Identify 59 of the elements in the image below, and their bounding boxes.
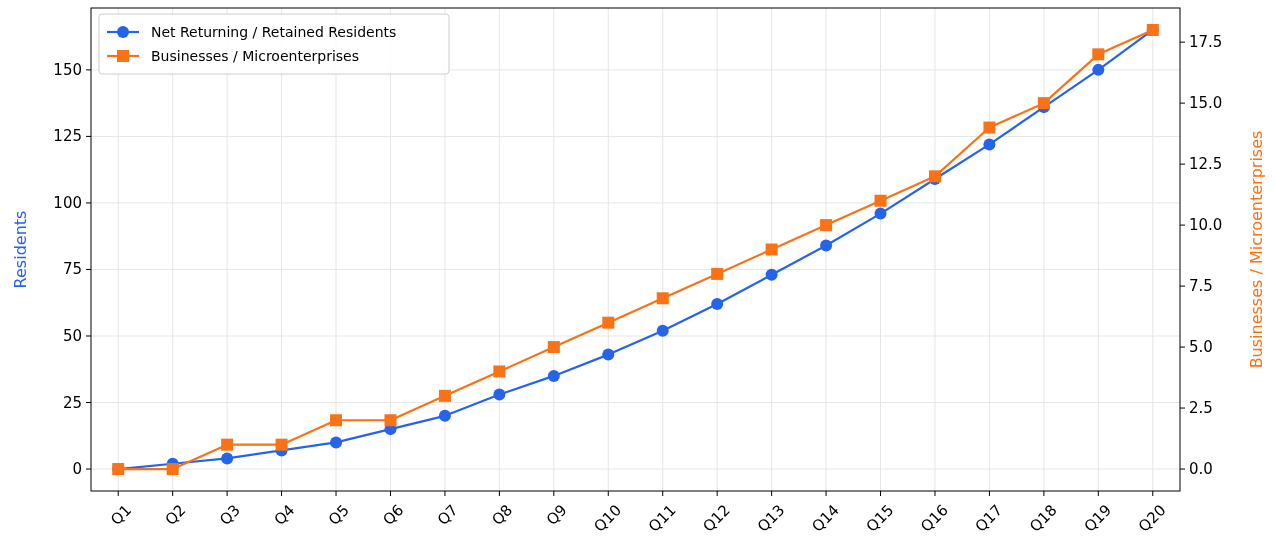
point xyxy=(330,436,343,449)
point xyxy=(711,298,724,311)
point xyxy=(765,268,778,281)
point xyxy=(602,316,615,329)
y-tick-label: 150 xyxy=(53,60,82,79)
point xyxy=(221,438,234,451)
point xyxy=(711,267,724,280)
point xyxy=(765,243,778,256)
y2-tick-label: 12.5 xyxy=(1189,155,1223,174)
point xyxy=(1092,63,1105,76)
x-tick-label: Q2 xyxy=(161,501,190,529)
y-axis-title: Residents xyxy=(11,210,30,289)
point xyxy=(820,239,833,252)
point xyxy=(1037,97,1050,110)
point xyxy=(602,348,615,361)
point xyxy=(384,414,397,427)
x-tick-label: Q7 xyxy=(433,501,462,529)
point xyxy=(438,409,451,422)
y2-axis-title: Businesses / Microenterprises xyxy=(1246,130,1266,369)
point xyxy=(438,389,451,402)
y2-tick-label: 17.5 xyxy=(1189,33,1223,52)
point xyxy=(547,341,560,354)
point xyxy=(820,219,833,232)
point xyxy=(493,388,506,401)
x-tick-label: Q4 xyxy=(270,501,299,529)
x-tick-label: Q5 xyxy=(324,501,353,529)
x-tick-label: Q8 xyxy=(488,501,517,529)
point xyxy=(983,121,996,134)
point xyxy=(983,138,996,151)
point xyxy=(547,369,560,382)
y2-tick-label: 15.0 xyxy=(1189,94,1223,113)
point xyxy=(874,194,887,207)
y-tick-label: 50 xyxy=(62,326,82,345)
y2-tick-label: 5.0 xyxy=(1189,338,1213,357)
y-tick-label: 75 xyxy=(62,260,82,279)
y-tick-label: 25 xyxy=(62,393,82,412)
legend-label: Net Returning / Retained Residents xyxy=(151,24,397,40)
x-tick-label: Q6 xyxy=(379,501,408,529)
x-tick-label: Q9 xyxy=(542,501,571,529)
x-tick-label: Q11 xyxy=(644,501,680,536)
point xyxy=(874,207,887,220)
y2-tick-label: 2.5 xyxy=(1189,399,1213,418)
y-tick-label: 100 xyxy=(53,193,82,212)
point xyxy=(221,452,234,465)
y2-tick-label: 0.0 xyxy=(1189,460,1213,479)
point xyxy=(1092,48,1105,61)
point xyxy=(330,414,343,427)
point xyxy=(166,463,179,476)
y2-tick-label: 10.0 xyxy=(1189,216,1223,235)
point xyxy=(275,438,288,451)
point xyxy=(656,324,669,337)
point xyxy=(656,292,669,305)
y-tick-label: 0 xyxy=(72,460,82,479)
x-tick-label: Q3 xyxy=(216,501,244,529)
x-tick-label: Q1 xyxy=(107,501,135,529)
y-tick-label: 125 xyxy=(53,127,82,146)
point xyxy=(493,365,506,378)
legend-label: Businesses / Microenterprises xyxy=(151,48,360,64)
y2-tick-label: 7.5 xyxy=(1189,277,1213,296)
